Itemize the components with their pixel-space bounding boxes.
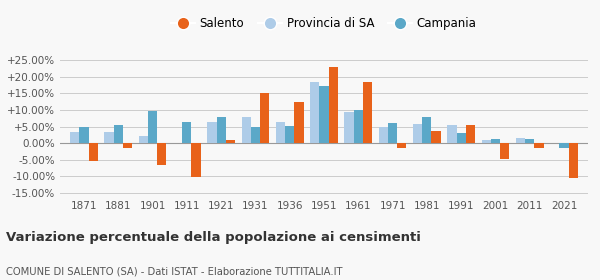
Bar <box>413 124 422 143</box>
Bar <box>363 82 372 143</box>
Bar <box>217 116 226 143</box>
Legend: Salento, Provincia di SA, Campania: Salento, Provincia di SA, Campania <box>167 13 481 35</box>
Bar <box>242 116 251 143</box>
Bar <box>431 132 441 143</box>
Text: Variazione percentuale della popolazione ai censimenti: Variazione percentuale della popolazione… <box>6 231 421 244</box>
Bar <box>559 143 569 148</box>
Bar <box>157 143 166 165</box>
Bar <box>329 67 338 143</box>
Bar <box>353 110 363 143</box>
Text: COMUNE DI SALENTO (SA) - Dati ISTAT - Elaborazione TUTTITALIA.IT: COMUNE DI SALENTO (SA) - Dati ISTAT - El… <box>6 266 343 276</box>
Bar <box>319 86 329 143</box>
Bar <box>457 133 466 143</box>
Bar <box>397 143 406 148</box>
Bar <box>191 143 201 177</box>
Bar <box>500 143 509 159</box>
Bar <box>182 122 191 143</box>
Bar <box>148 111 157 143</box>
Bar <box>226 140 235 143</box>
Bar <box>482 140 491 143</box>
Bar <box>379 127 388 143</box>
Bar <box>422 116 431 143</box>
Bar <box>447 125 457 143</box>
Bar <box>79 127 89 143</box>
Bar <box>569 143 578 178</box>
Bar <box>276 122 285 143</box>
Bar <box>310 82 319 143</box>
Bar <box>344 112 353 143</box>
Bar <box>388 123 397 143</box>
Bar <box>207 122 217 143</box>
Bar <box>251 127 260 143</box>
Bar <box>104 132 113 143</box>
Bar <box>123 143 132 148</box>
Bar <box>491 139 500 143</box>
Bar <box>70 132 79 143</box>
Bar <box>260 94 269 143</box>
Bar <box>113 125 123 143</box>
Bar <box>466 125 475 143</box>
Bar <box>525 139 535 143</box>
Bar <box>285 126 295 143</box>
Bar <box>516 138 525 143</box>
Bar <box>139 136 148 143</box>
Bar <box>535 143 544 148</box>
Bar <box>89 143 98 161</box>
Bar <box>295 102 304 143</box>
